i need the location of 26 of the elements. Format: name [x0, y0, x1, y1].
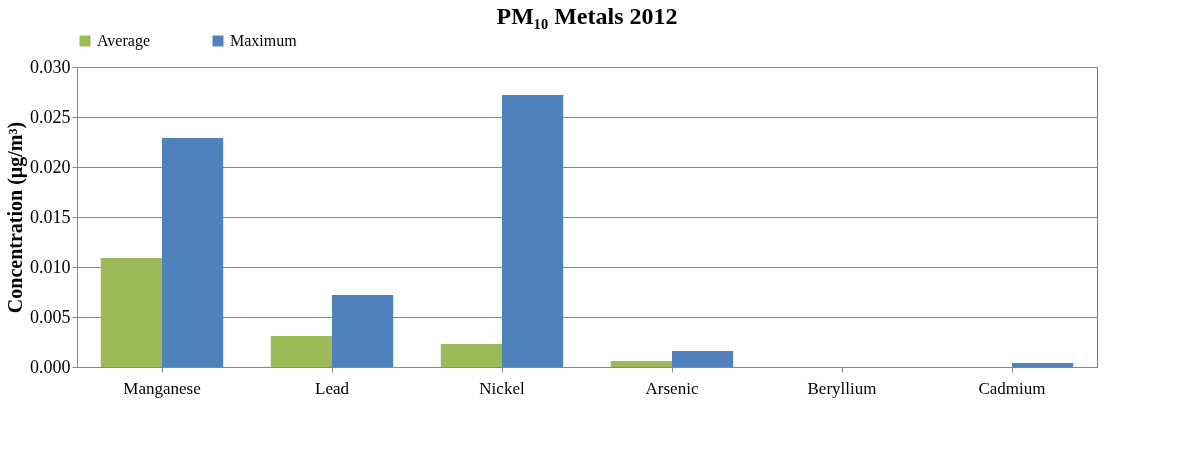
y-tick-label: 0.030 — [30, 56, 71, 77]
x-tick-label: Manganese — [123, 378, 201, 398]
bar — [440, 344, 502, 367]
bar — [1012, 363, 1074, 367]
y-tick-label: 0.025 — [30, 106, 71, 127]
x-tick-label: Lead — [315, 378, 350, 398]
legend-label: Maximum — [230, 32, 298, 49]
y-tick-label: 0.000 — [30, 356, 71, 377]
bar — [672, 351, 734, 367]
bar — [332, 295, 394, 367]
chart-title: PM₁₀ Metals 2012 — [496, 3, 678, 29]
bar — [162, 138, 224, 367]
bar — [610, 361, 672, 367]
y-tick-label: 0.020 — [30, 156, 71, 177]
y-tick-label: 0.010 — [30, 256, 71, 277]
bar — [502, 95, 564, 367]
y-tick-label: 0.005 — [30, 306, 71, 327]
y-axis-title: Concentration (µg/m³) — [4, 121, 27, 314]
legend-label: Average — [97, 32, 150, 50]
bar — [270, 336, 332, 367]
x-tick-label: Nickel — [479, 378, 525, 398]
x-tick-label: Cadmium — [978, 378, 1046, 398]
y-tick-label: 0.015 — [30, 206, 71, 227]
x-tick-label: Beryllium — [807, 378, 877, 398]
bar — [100, 258, 162, 367]
x-tick-label: Arsenic — [645, 378, 699, 398]
